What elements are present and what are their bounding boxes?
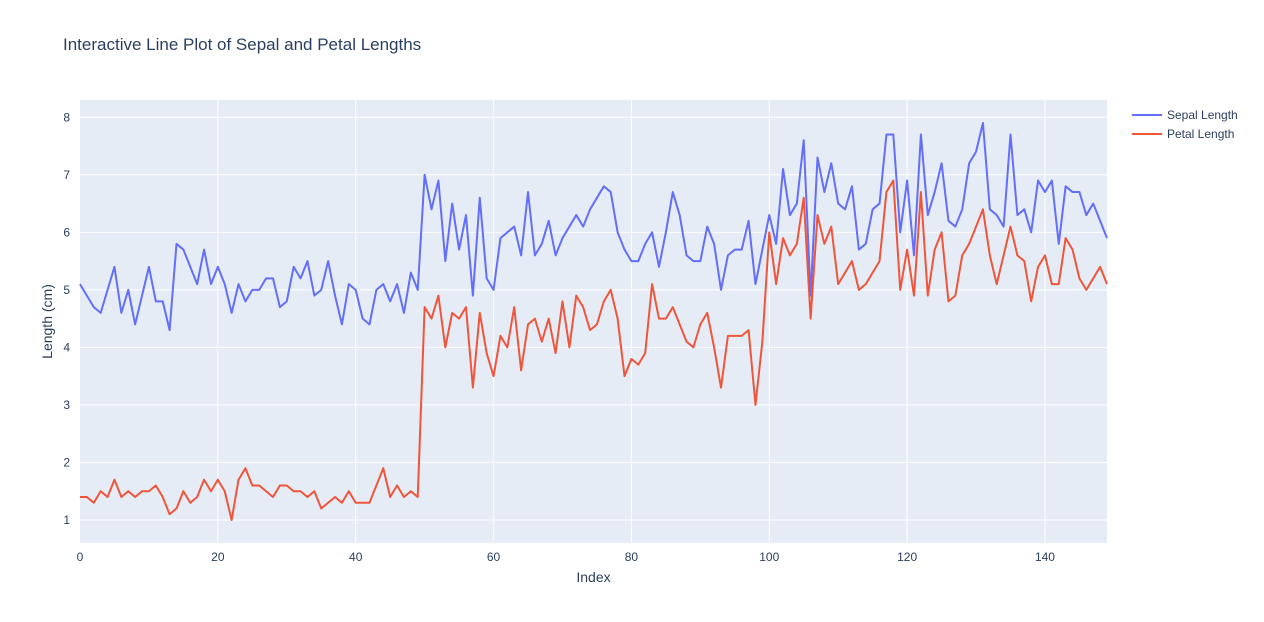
x-axis-ticks: 0 20 40 60 80 100 120 140 bbox=[77, 550, 1056, 564]
series-lines bbox=[79, 122, 1108, 521]
y-axis-ticks: 1 2 3 4 5 6 7 8 bbox=[63, 110, 70, 527]
series-line-petal-length bbox=[80, 179, 1108, 521]
x-tick-label: 60 bbox=[487, 550, 501, 564]
y-tick-label: 4 bbox=[63, 340, 70, 354]
x-tick-label: 100 bbox=[759, 550, 779, 564]
legend-item-sepal-length[interactable]: Sepal Length bbox=[1132, 108, 1238, 122]
series-line-sepal-length bbox=[79, 122, 1108, 332]
x-tick-label: 0 bbox=[77, 550, 84, 564]
y-tick-label: 8 bbox=[63, 110, 70, 124]
y-tick-label: 2 bbox=[63, 455, 70, 469]
x-tick-label: 80 bbox=[625, 550, 639, 564]
legend-item-petal-length[interactable]: Petal Length bbox=[1132, 127, 1234, 141]
x-axis-label: Index bbox=[576, 569, 610, 585]
y-tick-label: 5 bbox=[63, 283, 70, 297]
x-tick-label: 20 bbox=[211, 550, 225, 564]
legend-label: Petal Length bbox=[1167, 127, 1234, 141]
y-tick-label: 1 bbox=[63, 513, 70, 527]
x-tick-label: 140 bbox=[1035, 550, 1055, 564]
plot-area bbox=[80, 100, 1107, 543]
y-tick-label: 7 bbox=[63, 168, 70, 182]
x-tick-label: 120 bbox=[897, 550, 917, 564]
y-axis-label: Length (cm) bbox=[39, 284, 55, 359]
x-tick-label: 40 bbox=[349, 550, 363, 564]
y-tick-label: 3 bbox=[63, 398, 70, 412]
legend-label: Sepal Length bbox=[1167, 108, 1238, 122]
legend[interactable]: Sepal Length Petal Length bbox=[1132, 108, 1238, 141]
y-tick-label: 6 bbox=[63, 225, 70, 239]
chart-title: Interactive Line Plot of Sepal and Petal… bbox=[63, 35, 421, 54]
